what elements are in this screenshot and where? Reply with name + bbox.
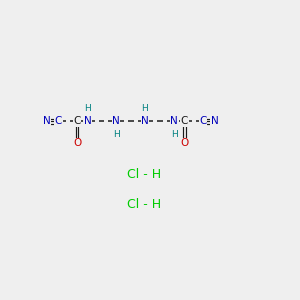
Text: N: N (170, 116, 178, 127)
Text: N: N (141, 116, 149, 127)
Text: H: H (84, 104, 91, 113)
Text: Cl - H: Cl - H (128, 168, 161, 181)
Text: H: H (142, 104, 148, 113)
Text: C: C (73, 116, 81, 127)
Text: N: N (43, 116, 51, 127)
Text: H: H (171, 130, 178, 139)
Text: O: O (180, 138, 189, 148)
Text: N: N (84, 116, 92, 127)
Text: C: C (55, 116, 62, 127)
Text: N: N (211, 116, 218, 127)
Text: C: C (200, 116, 207, 127)
Text: C: C (181, 116, 188, 127)
Text: H: H (113, 130, 119, 139)
Text: N: N (112, 116, 120, 127)
Text: O: O (73, 138, 81, 148)
Text: Cl - H: Cl - H (128, 198, 161, 211)
